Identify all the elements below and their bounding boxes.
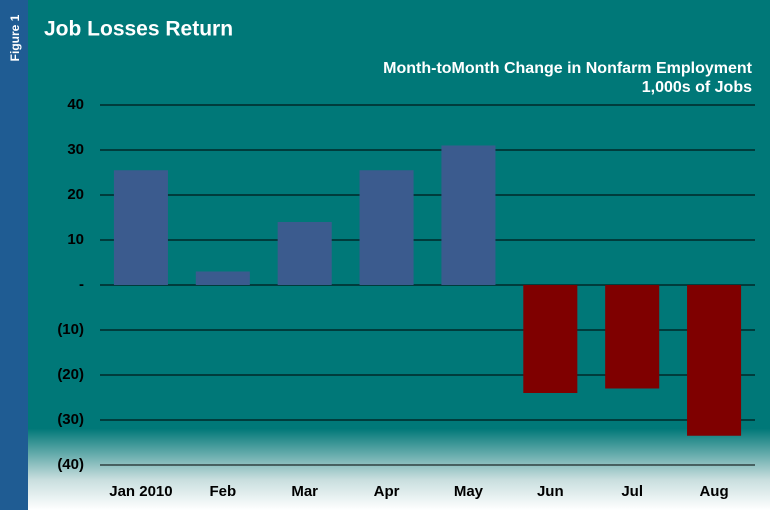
bar (113, 170, 168, 285)
y-tick-label: 10 (67, 231, 84, 248)
y-tick-label: - (79, 276, 84, 293)
y-tick-label: 40 (67, 96, 84, 113)
y-tick-label: (30) (57, 411, 84, 428)
y-tick-label: (20) (57, 366, 84, 383)
x-tick-label: May (454, 483, 484, 500)
bar (277, 222, 332, 285)
x-tick-label: Feb (209, 483, 236, 500)
side-strip (0, 0, 28, 510)
bar (195, 271, 250, 285)
bar (687, 285, 742, 436)
bar (441, 145, 496, 285)
x-tick-label: Mar (291, 483, 318, 500)
y-tick-label: (40) (57, 456, 84, 473)
bar (359, 170, 414, 285)
x-tick-label: Aug (699, 483, 728, 500)
figure-label: Figure 1 (8, 14, 22, 61)
x-tick-label: Jul (621, 483, 643, 500)
y-tick-label: (10) (57, 321, 84, 338)
x-tick-label: Apr (374, 483, 400, 500)
subtitle: Month-toMonth Change in Nonfarm Employme… (383, 60, 753, 77)
x-tick-label: Jan 2010 (109, 483, 172, 500)
y-tick-label: 20 (67, 186, 84, 203)
bar (605, 285, 660, 389)
x-tick-label: Jun (537, 483, 564, 500)
y-tick-label: 30 (67, 141, 84, 158)
bar (523, 285, 578, 393)
chart-title: Job Losses Return (44, 18, 233, 41)
subtitle: 1,000s of Jobs (642, 79, 752, 96)
